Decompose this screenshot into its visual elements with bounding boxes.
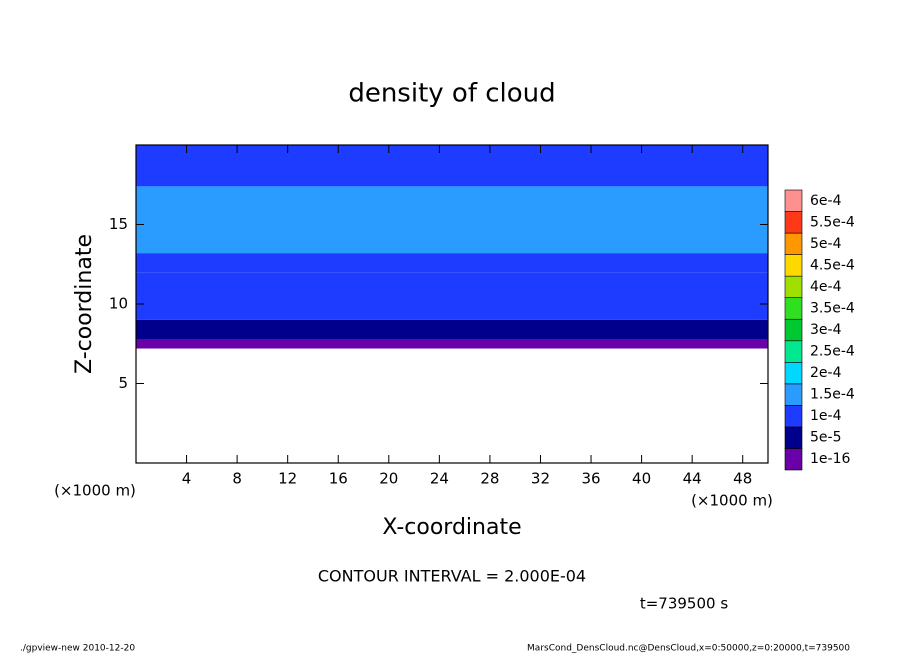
colorbar-label: 4e-4 [810,279,842,295]
time-label: t=739500 s [640,595,728,613]
y-tick-label: 10 [109,295,128,313]
contour-band [136,338,768,349]
colorbar-label: 5.5e-4 [810,214,855,230]
x-tick-label: 4 [182,470,192,488]
colorbar-box [784,275,803,298]
colorbar-label: 3.5e-4 [810,300,855,316]
colorbar-box [784,189,803,212]
x-units: (×1000 m) [691,492,773,510]
colorbar-label: 1e-16 [810,451,850,467]
contour-interval: CONTOUR INTERVAL = 2.000E-04 [318,567,586,586]
colorbar-label: 4.5e-4 [810,257,855,273]
y-tick-label: 5 [118,374,128,392]
colorbar-label: 3e-4 [810,322,842,338]
x-tick-label: 40 [632,470,651,488]
x-tick-label: 28 [480,470,499,488]
x-tick-label: 12 [278,470,297,488]
contour-band [136,145,768,187]
x-tick-label: 32 [531,470,550,488]
colorbar-label: 1e-4 [810,408,842,424]
x-tick-label: 48 [733,470,752,488]
contour-band [136,272,768,320]
colorbar-box [784,211,803,234]
footer-left: ./gpview-new 2010-12-20 [20,644,135,654]
colorbar-box [784,297,803,320]
colorbar-box [784,405,803,428]
x-tick-label: 44 [683,470,702,488]
colorbar-label: 2.5e-4 [810,344,855,360]
y-tick-label: 15 [109,215,128,233]
footer-right: MarsCond_DensCloud.nc@DensCloud,x=0:5000… [527,644,850,654]
colorbar-label: 5e-5 [810,430,841,446]
x-tick-label: 8 [232,470,242,488]
x-tick-label: 16 [329,470,348,488]
contour-band [136,253,768,273]
colorbar-label: 1.5e-4 [810,387,855,403]
colorbar-box [784,340,803,363]
colorbar-label: 5e-4 [810,236,842,252]
x-tick-label: 20 [379,470,398,488]
colorbar-box [784,318,803,342]
chart-title: density of cloud [348,79,555,109]
colorbar-label: 6e-4 [810,193,842,209]
contour-band [136,186,768,254]
colorbar-box [784,254,803,277]
colorbar-box [784,362,803,385]
y-axis-label: Z-coordinate [72,234,97,374]
colorbar-box [784,448,803,471]
colorbar-box [784,383,803,406]
colorbar-box [784,426,803,449]
contour-band [136,319,768,339]
x-tick-label: 36 [581,470,600,488]
colorbar-label: 2e-4 [810,365,842,381]
colorbar-box [784,232,803,255]
x-tick-label: 24 [430,470,449,488]
y-units: (×1000 m) [54,482,136,500]
x-axis-label: X-coordinate [382,515,521,540]
